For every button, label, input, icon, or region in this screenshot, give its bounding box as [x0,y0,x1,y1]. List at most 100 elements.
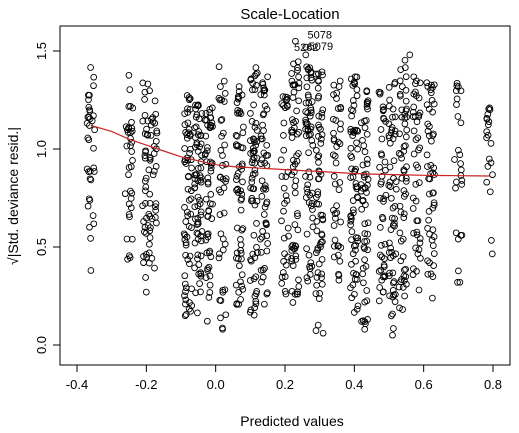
data-point [396,202,404,210]
data-point [191,203,199,211]
data-point [319,71,326,79]
data-point [90,220,98,228]
data-point [401,292,408,300]
data-point [249,156,257,164]
data-point [125,200,133,208]
data-point [389,204,397,212]
data-point [337,120,344,128]
data-point [194,202,202,210]
data-point [140,218,147,225]
data-point [202,132,210,140]
data-point [291,290,299,298]
data-point [219,152,226,159]
data-point [349,107,357,115]
data-point [261,86,269,94]
data-point [413,231,421,239]
data-point [239,144,247,152]
data-point [303,63,311,71]
data-point [181,121,189,128]
data-point [232,141,240,148]
data-point [222,311,230,319]
data-point [197,269,205,276]
data-point [309,223,317,231]
data-point [363,287,371,294]
data-point [207,167,215,175]
data-point [125,211,133,218]
data-point [401,277,408,284]
data-point [236,262,243,270]
data-point [430,262,437,269]
data-point [262,185,270,193]
data-point [398,113,406,121]
data-point [219,325,226,333]
data-point [430,199,438,207]
data-point [220,98,228,105]
data-point [376,284,384,291]
data-point [330,253,338,261]
data-point [397,278,404,286]
data-point [426,259,433,267]
data-point [263,105,271,113]
data-point [205,294,213,301]
data-point [415,286,423,294]
data-point [333,95,340,102]
data-point [294,212,301,220]
data-point [363,88,371,96]
data-point [250,231,258,239]
data-point [238,226,246,234]
data-point [185,223,193,230]
data-point [410,150,418,158]
data-point [330,129,337,137]
data-point [247,137,254,144]
data-point [454,279,461,286]
data-point [90,73,98,81]
data-point [415,179,423,186]
data-point [400,214,408,221]
data-point [217,314,224,322]
data-point [350,78,358,86]
data-point [219,235,227,243]
data-point [218,132,225,140]
data-point [215,254,223,262]
data-point [192,289,199,297]
data-point [248,195,256,202]
data-point [350,102,358,109]
x-axis-label: Predicted values [240,413,344,429]
data-point [289,299,297,306]
data-point [483,134,490,142]
data-point [313,218,321,225]
data-point [202,274,210,281]
data-point [362,263,370,270]
data-point [184,185,192,193]
data-point [352,257,359,265]
data-point [251,201,259,209]
data-point [262,219,270,227]
data-point [221,141,228,149]
data-point [185,94,193,101]
data-point [257,249,265,256]
data-point [233,172,241,180]
data-point [278,280,286,287]
data-point [315,295,323,302]
data-point [332,159,340,167]
data-point [388,194,395,202]
data-point [429,108,436,116]
data-point [388,248,396,256]
data-point [401,56,409,64]
data-point [142,288,150,296]
data-point [84,134,92,142]
data-point [233,176,240,183]
data-point [153,127,161,135]
data-point [204,144,211,151]
data-point [219,129,227,137]
data-point [411,113,419,120]
x-axis: -0.4 -0.2 0.0 0.2 0.4 0.6 0.8 [66,365,502,392]
data-point [358,318,365,325]
data-point [313,281,320,289]
data-point [204,267,211,274]
data-point [146,190,154,198]
data-point [282,173,290,180]
data-point [396,130,403,138]
data-point [259,111,267,119]
data-point [354,302,362,310]
